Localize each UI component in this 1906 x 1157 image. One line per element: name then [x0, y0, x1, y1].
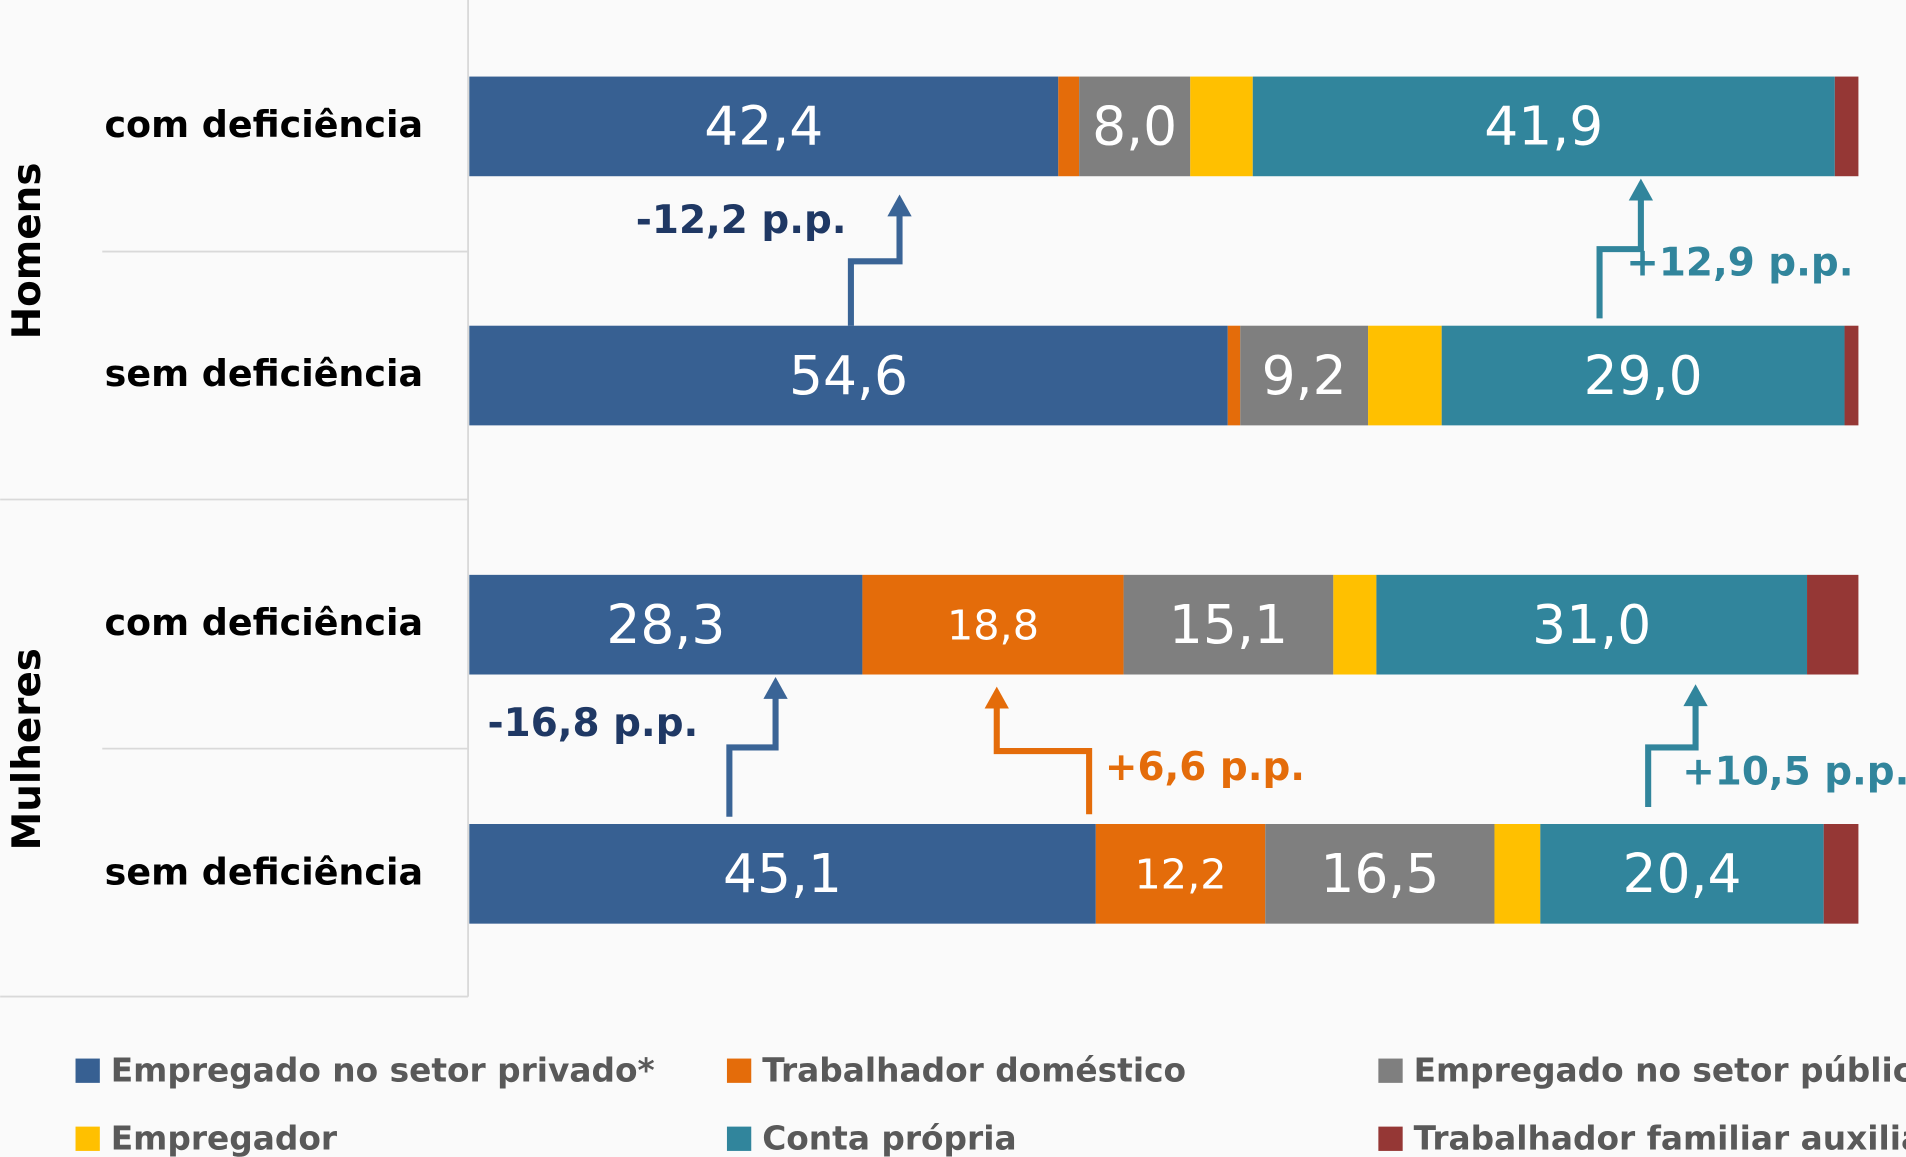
annotation-arrow: [993, 704, 1093, 815]
bar-segment: [1252, 76, 1835, 177]
bar-segment: [1265, 823, 1495, 924]
annotation: -12,2 p.p.: [636, 198, 847, 243]
arrow-head: [1683, 684, 1708, 707]
value-label: 41,9: [1484, 95, 1603, 158]
annotation-arrow: [726, 695, 779, 817]
bar-segment: [1333, 574, 1377, 675]
bar-segment: [1807, 574, 1859, 675]
bar-segment: [1540, 823, 1824, 924]
value-label: 42,4: [704, 95, 823, 158]
category-label: sem deficiência: [105, 352, 423, 395]
arrow-head: [984, 686, 1009, 709]
value-label: 9,2: [1262, 344, 1347, 407]
legend-swatch: [75, 1058, 100, 1083]
bar-segment: [1058, 76, 1080, 177]
annotation: -16,8 p.p.: [488, 701, 699, 746]
group-label: Homens: [5, 162, 50, 339]
legend-swatch: [1378, 1058, 1403, 1083]
bar-segment: [1494, 823, 1541, 924]
arrow-head: [1628, 178, 1654, 201]
legend-swatch: [726, 1058, 752, 1083]
bar-segment: [469, 574, 863, 675]
annotation: +12,9 p.p.: [1626, 240, 1853, 285]
value-label: 31,0: [1532, 593, 1651, 656]
arrow-head: [763, 676, 788, 699]
value-label: 54,6: [789, 344, 908, 407]
legend-label: Empregado no setor privado*: [111, 1051, 655, 1089]
bar-segment: [1227, 325, 1241, 426]
arrow-head: [887, 194, 912, 217]
bar-segment: [1844, 325, 1859, 426]
annotation: +10,5 p.p.: [1682, 750, 1906, 795]
value-label: 20,4: [1622, 842, 1741, 905]
bar-segment: [1079, 76, 1191, 177]
value-label: 45,1: [723, 842, 842, 905]
value-label: 18,8: [947, 601, 1039, 649]
annotation: +6,6 p.p.: [1105, 745, 1305, 790]
bar-segment: [469, 823, 1096, 924]
annotation-arrow: [1596, 196, 1644, 319]
bar-segment: [1823, 823, 1859, 924]
value-label: 29,0: [1584, 344, 1703, 407]
bar-segment: [862, 574, 1124, 675]
legend-swatch: [726, 1126, 752, 1151]
legend-label: Empregado no setor público: [1414, 1051, 1906, 1089]
bar-segment: [1368, 325, 1442, 426]
legend-label: Trabalhador familiar auxiliar: [1414, 1119, 1906, 1157]
value-label: 8,0: [1092, 95, 1177, 158]
bar-segment: [1095, 823, 1266, 924]
value-label: 28,3: [606, 593, 725, 656]
bar-segment: [1190, 76, 1253, 177]
value-label: 15,1: [1169, 593, 1288, 656]
bar-segment: [469, 325, 1228, 426]
legend-label: Conta própria: [762, 1119, 1016, 1157]
annotation-arrow: [1645, 702, 1699, 807]
legend-swatch: [1378, 1126, 1403, 1151]
legend-label: Trabalhador doméstico: [762, 1051, 1186, 1089]
category-label: com deficiência: [104, 103, 423, 146]
legend-label: Empregador: [111, 1119, 338, 1157]
bar-segment: [1376, 574, 1808, 675]
category-label: sem deficiência: [105, 850, 423, 893]
bar-segment: [1123, 574, 1334, 675]
annotation-arrow: [847, 212, 903, 326]
bar-segment: [1441, 325, 1845, 426]
group-label: Mulheres: [5, 648, 50, 850]
value-label: 16,5: [1320, 842, 1439, 905]
bar-segment: [469, 76, 1059, 177]
legend-swatch: [75, 1126, 100, 1151]
value-label: 12,2: [1135, 850, 1227, 898]
bar-segment: [1240, 325, 1369, 426]
bar-segment: [1834, 76, 1859, 177]
category-label: com deficiência: [104, 601, 423, 644]
